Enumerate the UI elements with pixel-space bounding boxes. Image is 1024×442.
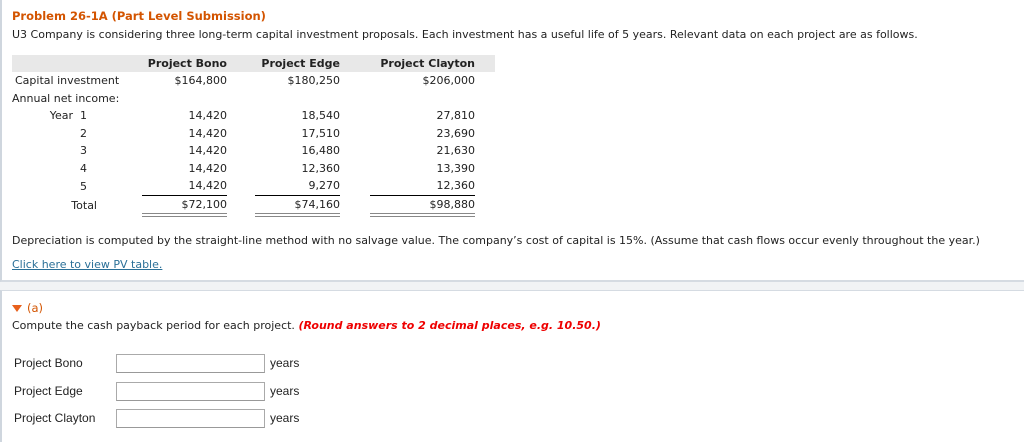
table-total-row: Total $72,100 $74,160 $98,880	[12, 195, 495, 217]
data-table: Project Bono Project Edge Project Clayto…	[12, 55, 495, 217]
part-a-section: (a) Compute the cash payback period for …	[0, 290, 1024, 442]
edge-payback-input[interactable]	[116, 382, 265, 401]
section-divider	[0, 282, 1024, 290]
table-row: Capital investment $164,800 $180,250 $20…	[15, 74, 475, 88]
header-edge: Project Edge	[255, 55, 340, 72]
problem-title: Problem 26-1A (Part Level Submission)	[12, 9, 266, 23]
table-row: Year 1 14,420 18,540 27,810	[49, 109, 475, 123]
pv-table-link[interactable]: Click here to view PV table.	[12, 258, 163, 271]
problem-section: Problem 26-1A (Part Level Submission) U3…	[0, 0, 1024, 282]
problem-intro: U3 Company is considering three long-ter…	[12, 28, 918, 41]
table-row: 5 14,420 9,270 12,360	[12, 177, 495, 196]
table-row: Annual net income:	[12, 91, 120, 105]
table-row: 3 14,420 16,480 21,630	[80, 144, 475, 158]
part-a-toggle[interactable]: (a)	[12, 301, 43, 315]
table-row: 4 14,420 12,360 13,390	[80, 161, 475, 175]
table-row: 2 14,420 17,510 23,690	[80, 126, 475, 140]
part-a-question: Compute the cash payback period for each…	[12, 319, 601, 332]
rounding-instruction: (Round answers to 2 decimal places, e.g.…	[298, 319, 601, 332]
clayton-payback-input[interactable]	[116, 409, 265, 428]
table-header: Project Bono Project Edge Project Clayto…	[12, 55, 495, 72]
header-bono: Project Bono	[142, 55, 227, 72]
bono-payback-input[interactable]	[116, 354, 265, 373]
header-clayton: Project Clayton	[370, 55, 475, 72]
depreciation-note: Depreciation is computed by the straight…	[12, 234, 980, 247]
triangle-down-icon	[12, 305, 22, 312]
